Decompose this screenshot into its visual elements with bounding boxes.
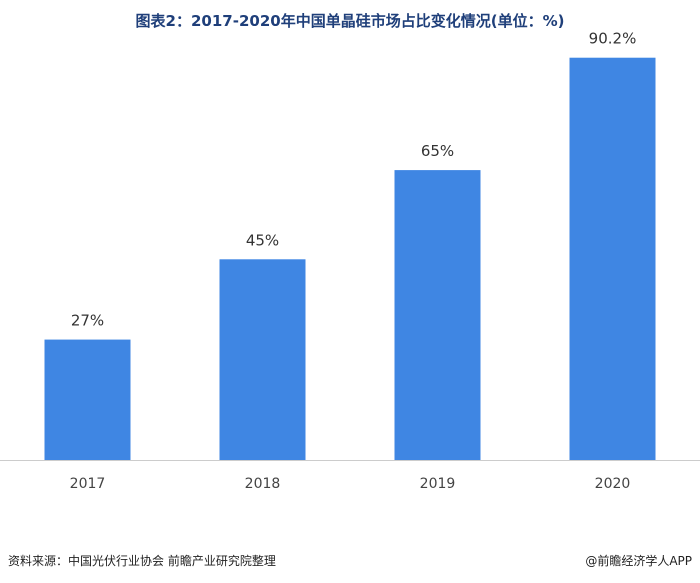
data-label-2018: 45% bbox=[246, 231, 279, 249]
source-note: 资料来源：中国光伏行业协会 前瞻产业研究院整理 bbox=[8, 554, 276, 568]
data-label-2017: 27% bbox=[71, 312, 104, 330]
x-tick-2017: 2017 bbox=[70, 476, 106, 492]
data-label-2020: 90.2% bbox=[589, 30, 637, 48]
bar-2019 bbox=[394, 170, 481, 460]
brand-label: @前瞻经济学人APP bbox=[585, 554, 692, 568]
bar-2020 bbox=[569, 57, 656, 460]
bar-2017 bbox=[44, 339, 131, 460]
x-tick-2020: 2020 bbox=[595, 476, 631, 492]
data-label-2019: 65% bbox=[421, 142, 454, 160]
bar-2018 bbox=[219, 259, 306, 460]
x-tick-2018: 2018 bbox=[245, 476, 281, 492]
x-tick-2019: 2019 bbox=[420, 476, 456, 492]
chart-title: 图表2：2017-2020年中国单晶硅市场占比变化情况(单位：%) bbox=[135, 12, 565, 30]
footer: 资料来源：中国光伏行业协会 前瞻产业研究院整理 @前瞻经济学人APP bbox=[8, 552, 692, 574]
